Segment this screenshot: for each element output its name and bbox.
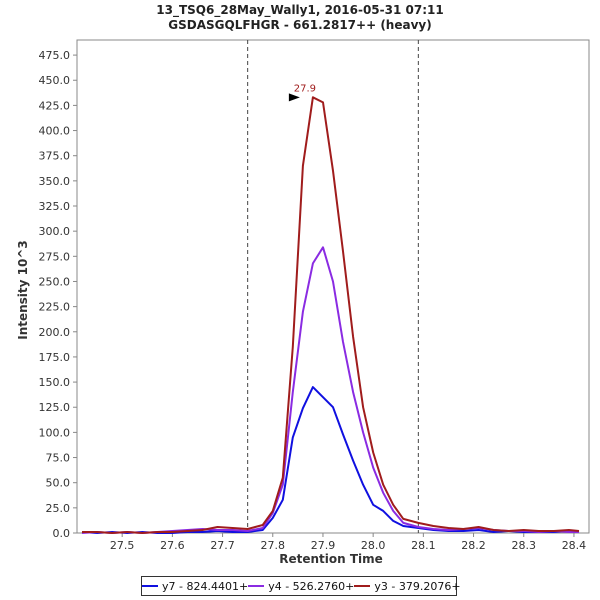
plot-frame [76,39,590,534]
legend-item-y4: y4 - 526.2760+ [248,580,354,593]
y-tick-label: 150.0 [39,376,71,389]
x-tick-label: 27.8 [261,539,286,552]
x-tick-label: 27.6 [160,539,185,552]
y-axis-label: Intensity 10^3 [16,240,30,340]
chart-subtitle: GSDASGQLFHGR - 661.2817++ (heavy) [168,18,432,32]
x-tick-label: 28.0 [361,539,386,552]
x-tick-label: 28.3 [511,539,536,552]
ticks-layer: 0.0 25.0 50.0 75.0 100.0 125.0 150.0 175.0 200.0… [39,49,587,552]
boundary-layer [247,40,419,533]
series-line-y3 [82,96,580,534]
y-tick-label: 300.0 [39,225,71,238]
y-tick-label: 125.0 [39,401,71,414]
legend-label-y7: y7 - 824.4401+ [162,579,249,593]
chart-title: 13_TSQ6_28May_Wally1, 2016-05-31 07:11 [156,3,444,17]
x-tick-label: 27.7 [210,539,235,552]
y-tick-label: 475.0 [39,49,71,62]
legend-swatch-y7 [142,585,158,587]
x-tick-label: 27.5 [110,539,135,552]
y-tick-label: 25.0 [46,502,71,515]
legend-label-y3: y3 - 379.2076+ [374,579,461,593]
y-tick-label: 50.0 [46,477,71,490]
x-tick-label: 27.9 [311,539,336,552]
y-tick-label: 450.0 [39,74,71,87]
y-tick-label: 75.0 [46,452,71,465]
x-tick-label: 28.1 [411,539,436,552]
y-tick-label: 175.0 [39,351,71,364]
legend-swatch-y4 [248,585,265,587]
x-tick-label: 28.2 [461,539,486,552]
y-tick-label: 225.0 [39,301,71,314]
y-tick-label: 375.0 [39,150,71,163]
y-tick-label: 350.0 [39,175,71,188]
peak-arrow-icon [288,93,300,102]
annotation-layer: 27.9 [288,83,316,102]
legend: y7 - 824.4401+ y4 - 526.2760+ y3 - 379.2… [141,576,461,596]
series-line-y4 [81,246,579,534]
y-tick-label: 0.0 [53,527,71,540]
legend-item-y7: y7 - 824.4401+ [142,580,248,593]
y-tick-label: 100.0 [39,426,71,439]
x-axis-label: Retention Time [279,552,383,566]
y-tick-label: 400.0 [39,125,71,138]
y-tick-label: 250.0 [39,275,71,288]
series-line-y7 [81,386,580,534]
y-tick-label: 200.0 [39,326,71,339]
peak-label: 27.9 [294,83,316,94]
y-tick-label: 425.0 [39,99,71,112]
legend-label-y4: y4 - 526.2760+ [268,579,355,593]
series-layer [81,96,580,534]
x-tick-label: 28.4 [562,539,587,552]
legend-item-y3: y3 - 379.2076+ [354,579,461,593]
y-tick-label: 325.0 [39,200,71,213]
legend-swatch-y3 [354,585,371,587]
axes-layer [76,39,590,534]
y-tick-label: 275.0 [39,250,71,263]
